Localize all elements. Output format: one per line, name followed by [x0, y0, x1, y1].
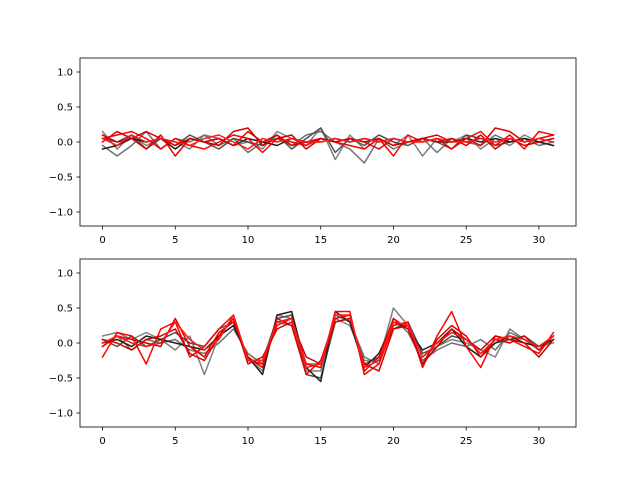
y-tick-label: −1.0 [49, 409, 73, 420]
series-group [101, 307, 555, 383]
y-tick-label: 0.0 [57, 138, 73, 149]
x-tick-label: 5 [172, 235, 178, 246]
x-tick-label: 0 [99, 436, 105, 447]
x-tick-label: 25 [460, 235, 473, 246]
y-tick-label: 0.5 [57, 304, 73, 315]
y-tick-label: 1.0 [57, 269, 73, 280]
series-group [101, 127, 555, 164]
y-tick-label: −0.5 [49, 374, 73, 385]
y-tick-label: 0.5 [57, 103, 73, 114]
x-tick-label: 5 [172, 436, 178, 447]
y-tick-label: −1.0 [49, 208, 73, 219]
series-line-3 [101, 310, 555, 383]
x-tick-label: 0 [99, 235, 105, 246]
y-tick-label: −0.5 [49, 173, 73, 184]
x-tick-label: 30 [533, 436, 546, 447]
x-tick-label: 15 [314, 235, 327, 246]
x-tick-label: 15 [314, 436, 327, 447]
series-line-7 [101, 314, 555, 369]
y-tick-label: 0.0 [57, 339, 73, 350]
y-tick-label: 1.0 [57, 68, 73, 79]
series-line-6 [101, 317, 555, 372]
top-subplot: 0 5 10 15 20 25 30 −1.0 −0.5 0.0 0.5 1.0 [49, 57, 577, 246]
x-tick-label: 10 [242, 436, 255, 447]
x-tick-label: 20 [387, 235, 400, 246]
x-tick-label: 20 [387, 436, 400, 447]
bottom-subplot: 0 5 10 15 20 25 30 −1.0 −0.5 0.0 0.5 1.0 [49, 258, 577, 447]
x-tick-label: 30 [533, 235, 546, 246]
x-tick-label: 25 [460, 436, 473, 447]
x-tick-label: 10 [242, 235, 255, 246]
series-line-7 [101, 134, 555, 150]
